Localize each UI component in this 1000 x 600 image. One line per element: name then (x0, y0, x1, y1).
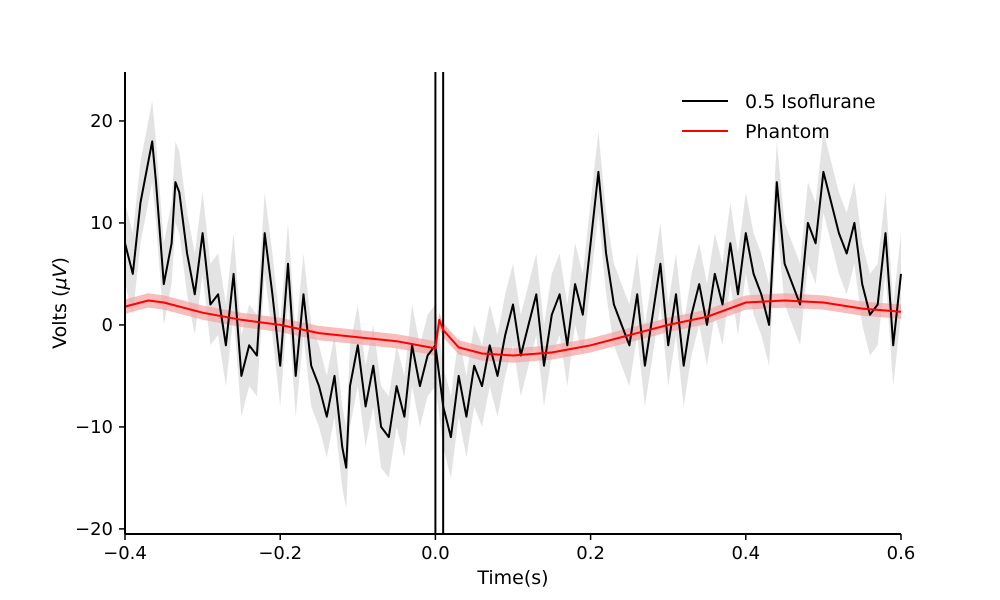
legend-label-isoflurane: 0.5 Isoflurane (745, 91, 876, 113)
x-tick-label: 0.6 (887, 543, 916, 564)
y-tick-label: 10 (90, 213, 113, 234)
x-ticks: −0.4 −0.2 0.0 0.2 0.4 0.6 (103, 534, 915, 564)
x-tick-label: −0.2 (258, 543, 302, 564)
y-ticks: −20 −10 0 10 20 (75, 111, 125, 540)
y-tick-label: 20 (90, 111, 113, 132)
series-line-phantom (124, 299, 902, 357)
legend-label-phantom: Phantom (745, 121, 830, 143)
event-markers (434, 72, 445, 534)
y-tick-label: 0 (102, 315, 113, 336)
y-axis-label-unit: μV (49, 263, 71, 291)
legend: 0.5 Isoflurane Phantom (682, 91, 876, 143)
band-phantom (125, 293, 901, 363)
x-tick-label: 0.4 (731, 543, 760, 564)
y-axis-label: Volts (μV) (49, 257, 71, 349)
y-tick-label: −10 (75, 417, 113, 438)
x-axis-label: Time(s) (476, 567, 548, 589)
x-tick-label: 0.0 (421, 543, 450, 564)
y-tick-label: −20 (75, 519, 113, 540)
series-lines (124, 140, 902, 469)
x-tick-label: −0.4 (103, 543, 147, 564)
x-tick-label: 0.2 (576, 543, 605, 564)
y-axis-label-main: Volts ( (49, 290, 71, 349)
y-axis-label-close: ) (49, 257, 71, 264)
